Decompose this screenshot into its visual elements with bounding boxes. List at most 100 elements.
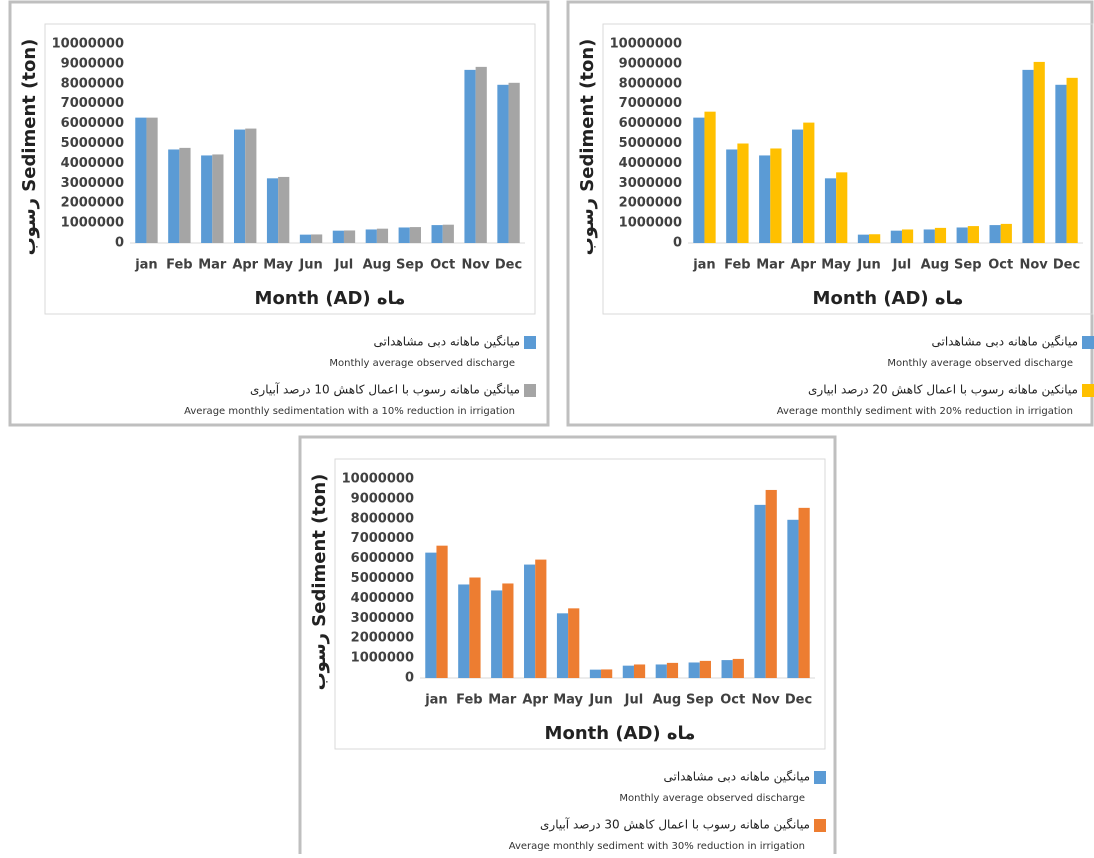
x-tick-label: jan [134,258,157,273]
legend-swatch [524,336,536,349]
x-tick-label: Nov [751,693,780,708]
bar [704,111,716,243]
legend-label: میانگین ماهانه دبی مشاهداتی [932,335,1079,350]
legend-swatch [524,384,536,397]
bar [524,564,536,678]
legend-label: میانگین ماهانه رسوب با اعمال کاهش 30 درص… [540,817,810,833]
bar [469,577,481,678]
bar [589,669,602,678]
bar [792,129,804,243]
x-tick-label: Oct [720,693,745,708]
bar [497,84,509,243]
legend-swatch [814,819,826,832]
bar [1055,84,1067,243]
legend-swatch [1082,384,1094,397]
bar [824,178,837,243]
bar [836,172,848,243]
y-tick-label: 9000000 [619,56,682,71]
bar [798,507,810,678]
bar [201,155,213,243]
y-tick-label: 2000000 [619,196,682,211]
legend-description: Monthly average observed discharge [887,358,1073,369]
bar [442,224,454,243]
bar [601,669,613,678]
x-tick-label: Sep [686,693,714,708]
y-tick-label: 0 [405,671,414,686]
y-tick-label: 0 [115,236,124,251]
bar [332,230,344,243]
x-tick-label: Apr [232,258,258,273]
legend-description: Monthly average observed discharge [619,793,805,804]
bar [759,155,771,243]
bar [299,234,312,243]
x-tick-label: Feb [456,693,482,708]
x-tick-label: Nov [461,258,490,273]
legend-label: میانگین ماهانه رسوب با اعمال کاهش 10 درص… [250,382,520,398]
bar [622,665,634,678]
bar [311,234,323,243]
y-tick-label: 4000000 [351,591,414,606]
x-tick-label: jan [692,258,715,273]
y-tick-label: 3000000 [61,176,124,191]
y-tick-label: 2000000 [61,196,124,211]
x-tick-label: Apr [790,258,816,273]
y-tick-label: 5000000 [61,136,124,151]
y-tick-label: 2000000 [351,631,414,646]
bar [726,149,738,243]
x-tick-label: May [553,693,583,708]
y-axis-title: رسوب Sediment (ton) [577,39,598,256]
bar [365,229,377,243]
bar [398,227,410,243]
bar [956,227,968,243]
bar [989,225,1001,243]
x-tick-label: Sep [396,258,424,273]
bar [491,590,503,678]
legend-description: Average monthly sedimentation with a 10%… [184,406,515,417]
bar [535,559,547,678]
legend-label: میانکین ماهانه رسوب با اعمال کاهش 20 درص… [808,383,1078,398]
bar [693,117,705,243]
bar [168,149,180,243]
bar [464,69,476,244]
x-tick-label: Dec [785,693,812,708]
y-tick-label: 9000000 [61,56,124,71]
x-tick-label: Sep [954,258,982,273]
x-tick-label: May [821,258,851,273]
x-tick-label: May [263,258,293,273]
bar [436,545,448,678]
y-tick-label: 10000000 [342,472,414,487]
bar [721,660,733,678]
x-tick-label: Jul [624,693,644,708]
x-tick-label: Jun [856,258,880,273]
x-axis-title: ماه Month (AD) [545,723,696,744]
bar [343,230,356,243]
x-tick-label: jan [424,693,447,708]
y-tick-label: 1000000 [619,216,682,231]
bar [266,178,279,243]
y-tick-label: 5000000 [619,136,682,151]
y-tick-label: 4000000 [61,156,124,171]
x-tick-label: Mar [198,258,227,273]
x-tick-label: Jun [588,693,612,708]
legend-swatch [1082,336,1094,349]
x-tick-label: Mar [756,258,785,273]
bar [787,519,799,678]
bar [425,552,437,678]
x-tick-label: Aug [363,258,392,273]
x-tick-label: Jul [334,258,354,273]
bar [967,226,979,243]
y-tick-label: 10000000 [610,37,682,52]
x-tick-label: Oct [430,258,455,273]
y-tick-label: 5000000 [351,571,414,586]
bar [688,662,700,678]
bar [146,117,158,243]
bar [901,229,914,243]
bar [431,225,443,243]
x-tick-label: Apr [522,693,548,708]
bar [765,489,777,678]
legend-label: میانگین ماهانه دبی مشاهداتی [374,335,521,350]
y-tick-label: 9000000 [351,491,414,506]
bar [923,229,935,243]
chart-panel: 0 1000000 2000000 3000000 4000000 5000000 6000… [566,0,1094,427]
